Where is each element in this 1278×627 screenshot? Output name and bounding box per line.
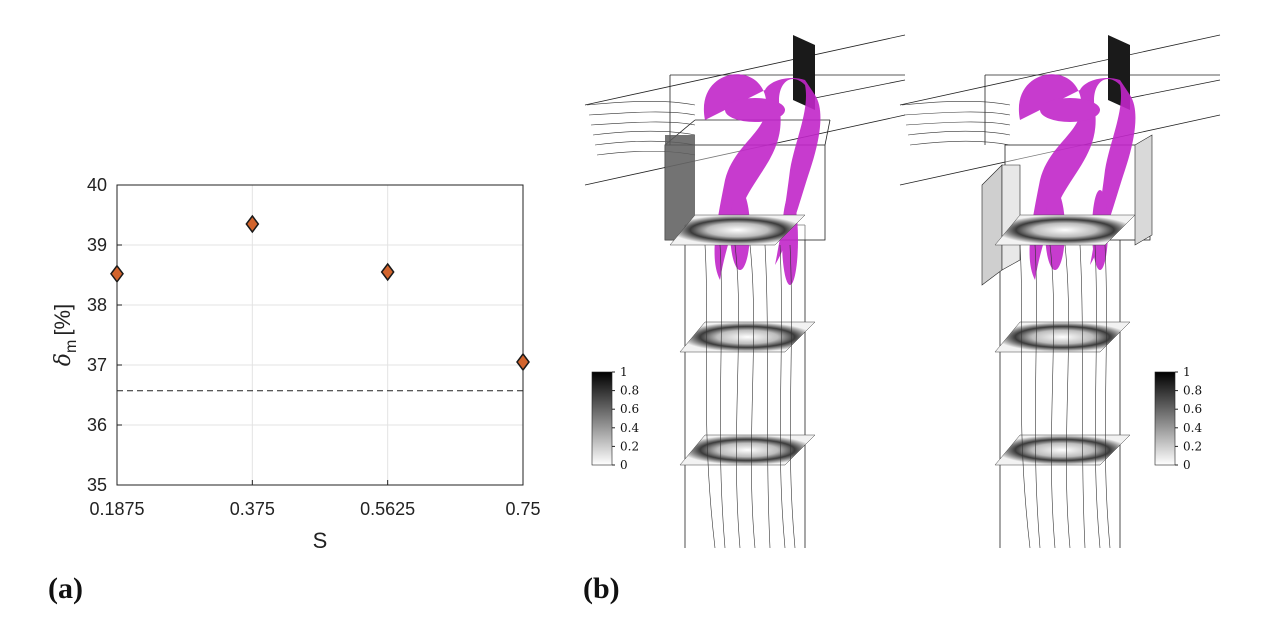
colorbar-tick-label: 0.2 [620, 439, 639, 453]
colorbar-tick-label: 0.2 [1183, 439, 1202, 453]
y-axis-symbol: δ [51, 353, 76, 366]
plot-frame [116, 184, 524, 486]
colorbar-tick-label: 0 [620, 458, 628, 472]
colorbar-tick-label: 0.8 [1183, 384, 1202, 398]
data-point-diamond [380, 262, 395, 282]
colorbar-tick-label: 0.8 [620, 384, 639, 398]
x-tick-label: 0.75 [505, 499, 540, 519]
y-axis-unit: [%] [50, 304, 75, 336]
colorbar-tick-label: 0.4 [620, 421, 639, 435]
y-tick-label: 37 [87, 355, 107, 375]
flow-visualization: 1 0.8 0.6 0.4 0.2 0 1 0.8 0.6 0.4 0.2 0 [584, 34, 1221, 549]
slice-2-left [679, 321, 816, 353]
data-points [110, 214, 530, 372]
panel-label-a: (a) [48, 572, 83, 605]
data-point-diamond [245, 214, 260, 234]
colorbar-right: 1 0.8 0.6 0.4 0.2 0 [1154, 365, 1202, 472]
y-tick-label: 40 [87, 175, 107, 195]
colorbar-tick-label: 1 [620, 365, 628, 379]
slice-1-right [994, 214, 1136, 246]
colorbar-tick-label: 0 [1183, 458, 1191, 472]
side-box-right [981, 164, 1003, 286]
y-tick-label: 38 [87, 295, 107, 315]
y-axis-subscript: m [63, 340, 80, 353]
slice-2-right [994, 321, 1131, 353]
plot-area [117, 185, 523, 485]
x-tick-label: 0.5625 [360, 499, 415, 519]
y-axis-title: δm [%] [50, 304, 80, 366]
x-axis-ticks: 0.1875 0.375 0.5625 0.75 [89, 480, 541, 519]
y-axis-ticks: 35 36 37 38 39 40 [87, 175, 122, 495]
panel-label-b: (b) [583, 572, 620, 605]
flow-config-left [584, 34, 906, 549]
colorbar-tick-label: 0.4 [1183, 421, 1202, 435]
colorbar-tick-label: 0.6 [1183, 402, 1202, 416]
x-tick-label: 0.1875 [89, 499, 144, 519]
chart-a: 0.1875 0.375 0.5625 0.75 35 36 37 38 39 40 S δm [… [50, 175, 541, 553]
colorbar-tick-label: 0.6 [620, 402, 639, 416]
colorbar-left: 1 0.8 0.6 0.4 0.2 0 [591, 365, 639, 472]
x-tick-label: 0.375 [230, 499, 275, 519]
y-tick-label: 39 [87, 235, 107, 255]
colorbar-tick-label: 1 [1183, 365, 1191, 379]
flow-config-right [899, 34, 1221, 549]
y-tick-label: 36 [87, 415, 107, 435]
y-tick-label: 35 [87, 475, 107, 495]
data-point-diamond [110, 264, 124, 284]
svg-text:δm[%]: δm [%] [50, 304, 80, 366]
slice-1-left [669, 214, 806, 246]
slice-3-right [994, 434, 1131, 466]
data-point-diamond [516, 352, 530, 372]
slice-3-left [679, 434, 816, 466]
x-axis-title: S [313, 528, 328, 553]
